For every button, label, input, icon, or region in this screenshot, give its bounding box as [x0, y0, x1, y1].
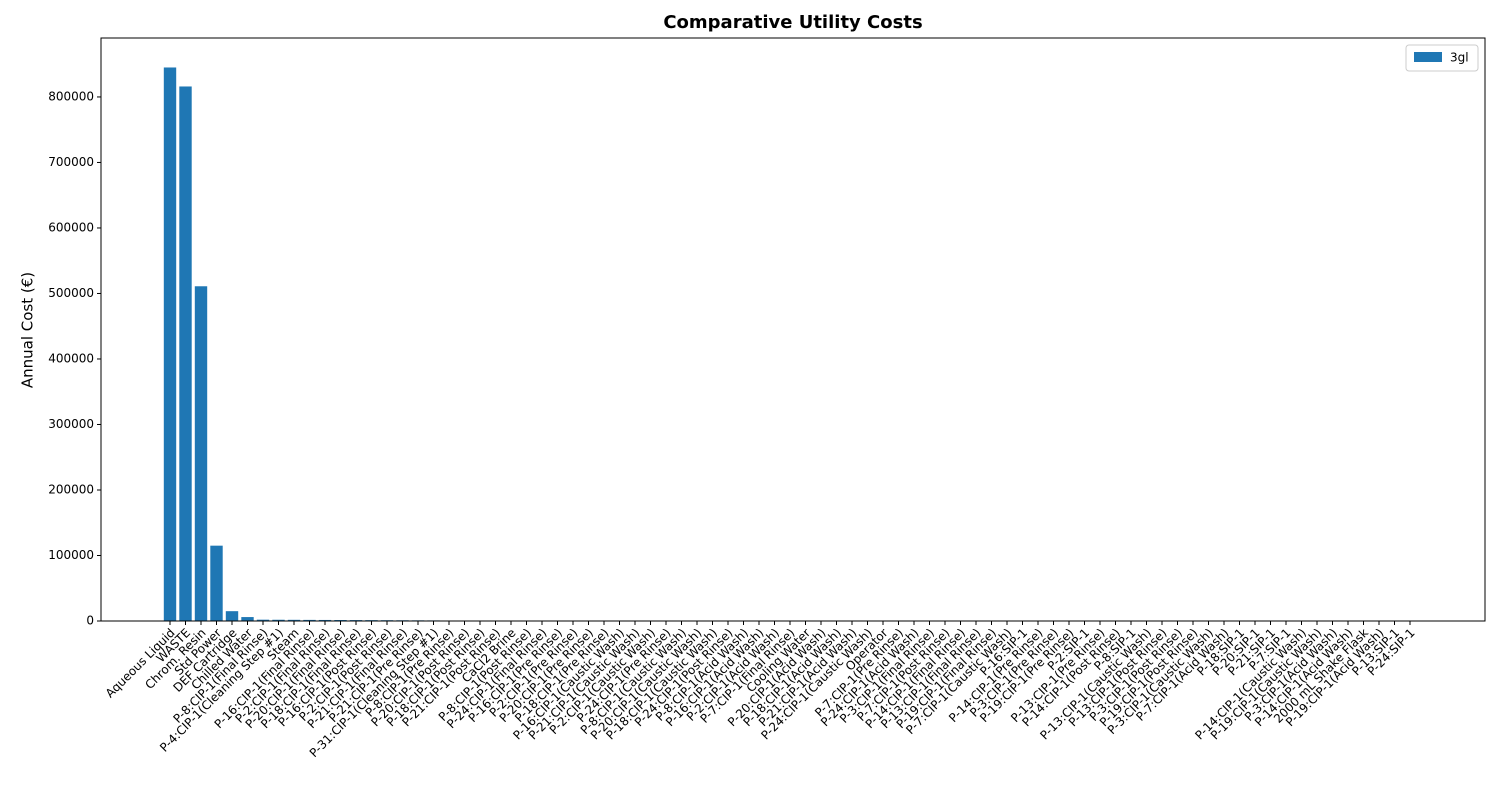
- legend-label: 3gl: [1450, 51, 1469, 65]
- y-tick-label: 700000: [48, 155, 94, 169]
- bar: [272, 619, 285, 621]
- bar: [318, 619, 332, 621]
- legend-swatch: [1414, 52, 1442, 62]
- bar: [241, 617, 254, 621]
- plot-frame: [100, 37, 1486, 622]
- bar: [210, 545, 223, 621]
- y-tick-label: 0: [86, 614, 94, 628]
- bar: [256, 619, 270, 621]
- y-tick-label: 800000: [48, 89, 94, 103]
- bar: [179, 86, 192, 621]
- y-tick-label: 200000: [48, 482, 94, 496]
- bar: [194, 286, 208, 621]
- y-tick-label: 600000: [48, 220, 94, 234]
- y-tick-label: 300000: [48, 417, 94, 431]
- chart-title: Comparative Utility Costs: [663, 12, 922, 33]
- bar: [287, 619, 301, 621]
- bar: [303, 619, 316, 621]
- y-tick-label: 500000: [48, 286, 94, 300]
- bar: [225, 611, 239, 621]
- y-tick-label: 100000: [48, 548, 94, 562]
- bar: [163, 67, 177, 621]
- y-tick-label: 400000: [48, 351, 94, 365]
- y-axis-label: Annual Cost (€): [19, 272, 37, 388]
